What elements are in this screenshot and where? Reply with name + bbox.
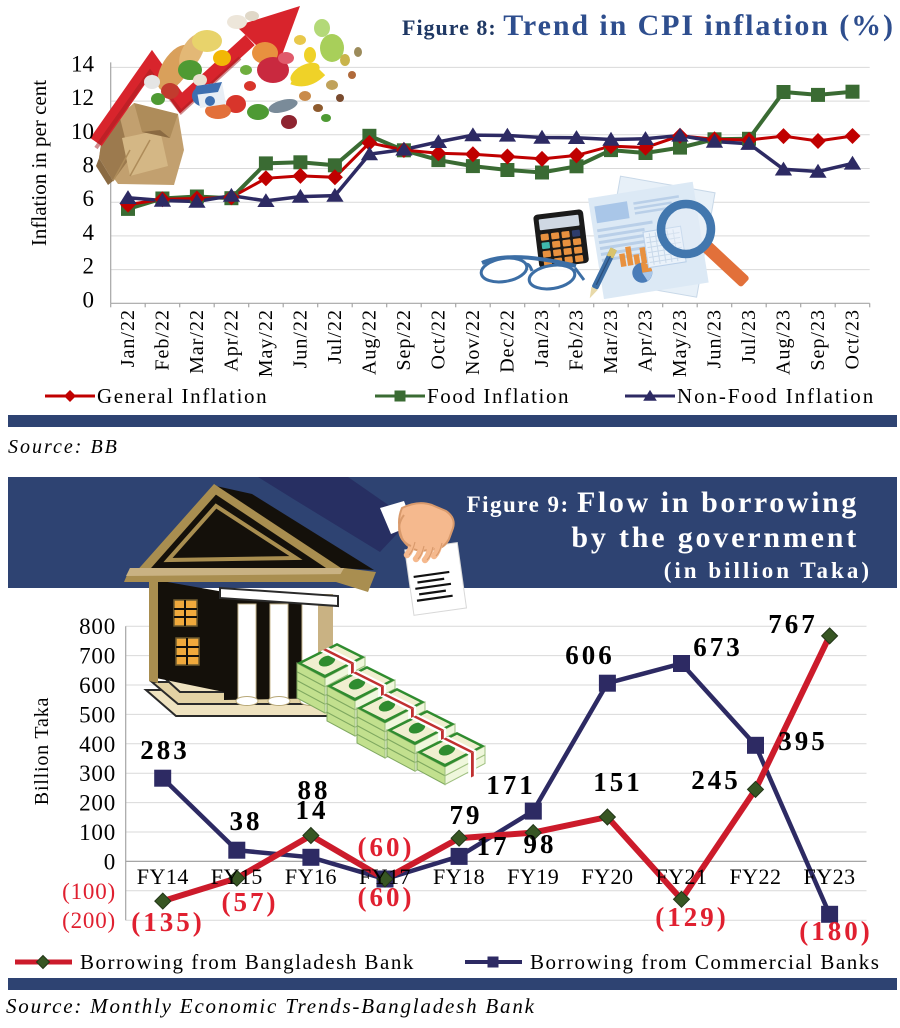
svg-text:(180): (180)	[799, 916, 872, 946]
svg-text:FY19: FY19	[507, 864, 559, 889]
svg-text:10: 10	[71, 119, 94, 144]
svg-text:(57): (57)	[222, 887, 279, 917]
svg-text:Dec/22: Dec/22	[497, 309, 519, 373]
svg-text:General Inflation: General Inflation	[97, 384, 268, 408]
svg-text:Jun/22: Jun/22	[289, 309, 311, 368]
svg-text:38: 38	[230, 806, 263, 836]
svg-text:606: 606	[565, 640, 615, 670]
svg-text:Billion Taka: Billion Taka	[31, 697, 53, 805]
svg-text:by the government: by the government	[571, 521, 859, 554]
svg-text:Sep/22: Sep/22	[393, 309, 415, 371]
svg-text:Jul/23: Jul/23	[738, 309, 760, 364]
svg-text:Apr/23: Apr/23	[635, 309, 657, 372]
svg-text:FY15: FY15	[211, 864, 263, 889]
svg-text:0: 0	[104, 849, 116, 874]
svg-text:100: 100	[79, 820, 116, 845]
svg-text:14: 14	[296, 795, 329, 825]
svg-text:245: 245	[691, 765, 741, 795]
svg-text:Food Inflation: Food Inflation	[427, 384, 570, 408]
svg-text:Source: Monthly Economic Trend: Source: Monthly Economic Trends-Banglade…	[6, 994, 536, 1018]
svg-text:FY22: FY22	[729, 864, 781, 889]
svg-text:6: 6	[83, 186, 95, 211]
svg-text:200: 200	[79, 791, 116, 816]
svg-text:FY17: FY17	[359, 864, 411, 889]
svg-text:(129): (129)	[655, 902, 728, 932]
svg-text:Mar/22: Mar/22	[186, 309, 208, 374]
svg-text:(135): (135)	[131, 907, 204, 937]
svg-text:500: 500	[79, 702, 116, 727]
svg-text:151: 151	[593, 767, 643, 797]
svg-text:Sep/23: Sep/23	[807, 309, 829, 371]
svg-text:8: 8	[83, 153, 95, 178]
svg-text:Jan/22: Jan/22	[117, 309, 139, 367]
svg-text:FY21: FY21	[655, 864, 707, 889]
svg-text:395: 395	[778, 726, 828, 756]
svg-text:May/22: May/22	[255, 309, 277, 377]
svg-text:(200): (200)	[62, 908, 116, 933]
svg-text:FY20: FY20	[581, 864, 633, 889]
svg-text:Feb/23: Feb/23	[566, 309, 588, 371]
svg-text:600: 600	[79, 673, 116, 698]
svg-text:14: 14	[71, 51, 95, 76]
svg-text:FY18: FY18	[433, 864, 485, 889]
svg-text:Feb/22: Feb/22	[151, 309, 173, 371]
svg-text:98: 98	[524, 829, 557, 859]
svg-text:Apr/22: Apr/22	[220, 309, 242, 372]
svg-text:Aug/22: Aug/22	[358, 309, 380, 375]
svg-text:Oct/22: Oct/22	[427, 309, 449, 369]
svg-text:FY16: FY16	[285, 864, 337, 889]
svg-text:(60): (60)	[358, 882, 415, 912]
svg-text:767: 767	[768, 609, 818, 639]
svg-text:171: 171	[486, 770, 536, 800]
svg-text:May/23: May/23	[669, 309, 691, 377]
svg-text:Jun/23: Jun/23	[704, 309, 726, 368]
svg-text:300: 300	[79, 761, 116, 786]
svg-text:Mar/23: Mar/23	[600, 309, 622, 374]
svg-text:Borrowing from Bangladesh Bank: Borrowing from Bangladesh Bank	[80, 950, 415, 974]
svg-text:(60): (60)	[358, 832, 415, 862]
svg-text:88: 88	[298, 775, 331, 805]
svg-text:Borrowing from Commercial Bank: Borrowing from Commercial Banks	[530, 950, 880, 974]
svg-text:Oct/23: Oct/23	[842, 309, 864, 369]
svg-text:4: 4	[83, 220, 95, 245]
svg-text:673: 673	[693, 632, 743, 662]
svg-text:Non-Food Inflation: Non-Food Inflation	[677, 384, 875, 408]
svg-text:FY14: FY14	[137, 864, 189, 889]
svg-text:12: 12	[71, 85, 94, 110]
svg-text:Nov/22: Nov/22	[462, 309, 484, 375]
svg-text:Jul/22: Jul/22	[324, 309, 346, 364]
svg-text:(in billion Taka): (in billion Taka)	[664, 558, 872, 583]
svg-text:79: 79	[450, 800, 483, 830]
svg-text:Figure 8: Trend in CPI inflati: Figure 8: Trend in CPI inflation (%)	[402, 9, 895, 42]
svg-text:Figure 9: Flow in borrowing: Figure 9: Flow in borrowing	[467, 486, 859, 519]
svg-text:Jan/23: Jan/23	[531, 309, 553, 367]
svg-text:400: 400	[79, 732, 116, 757]
svg-text:800: 800	[79, 614, 116, 639]
svg-text:Aug/23: Aug/23	[773, 309, 795, 375]
svg-text:(100): (100)	[62, 879, 116, 904]
svg-text:2: 2	[83, 254, 95, 279]
svg-text:Source: BB: Source: BB	[8, 436, 119, 458]
svg-text:FY23: FY23	[804, 864, 856, 889]
svg-text:283: 283	[140, 735, 190, 765]
svg-text:700: 700	[79, 644, 116, 669]
svg-text:17: 17	[477, 831, 510, 861]
svg-text:Inflation in per cent: Inflation in per cent	[27, 80, 51, 246]
svg-text:0: 0	[83, 287, 95, 312]
